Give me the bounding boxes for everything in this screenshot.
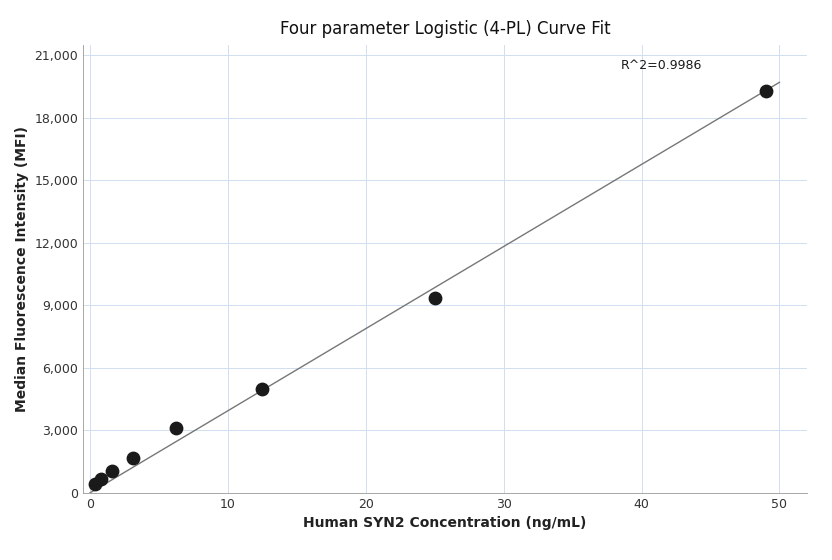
Y-axis label: Median Fluorescence Intensity (MFI): Median Fluorescence Intensity (MFI) — [15, 126, 29, 412]
Point — [89, 479, 102, 488]
Point — [428, 293, 442, 302]
Text: R^2=0.9986: R^2=0.9986 — [621, 59, 702, 72]
Point — [170, 424, 183, 433]
Point — [105, 466, 118, 475]
Point — [759, 86, 772, 95]
Point — [94, 474, 107, 483]
Point — [126, 454, 140, 463]
X-axis label: Human SYN2 Concentration (ng/mL): Human SYN2 Concentration (ng/mL) — [304, 516, 587, 530]
Point — [255, 384, 269, 393]
Title: Four parameter Logistic (4-PL) Curve Fit: Four parameter Logistic (4-PL) Curve Fit — [280, 20, 611, 38]
